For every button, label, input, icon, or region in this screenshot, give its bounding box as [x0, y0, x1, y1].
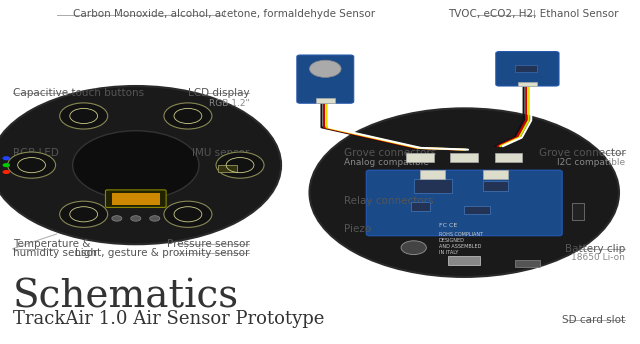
Circle shape [401, 241, 426, 255]
Circle shape [112, 216, 122, 221]
Text: 18650 Li-on: 18650 Li-on [572, 253, 625, 262]
Circle shape [150, 216, 160, 221]
Text: TVOC, eCO2, H2, Ethanol Sensor: TVOC, eCO2, H2, Ethanol Sensor [449, 9, 619, 19]
Text: Grove connector: Grove connector [539, 148, 625, 158]
Circle shape [60, 103, 108, 129]
Circle shape [164, 103, 212, 129]
FancyBboxPatch shape [572, 203, 584, 220]
Circle shape [3, 170, 10, 174]
Text: Analog compatible: Analog compatible [344, 158, 429, 167]
Text: IMU sensor: IMU sensor [192, 148, 250, 158]
FancyBboxPatch shape [495, 153, 522, 162]
Text: Pressure sensor: Pressure sensor [167, 239, 250, 249]
Circle shape [216, 152, 264, 178]
FancyBboxPatch shape [297, 55, 354, 103]
Text: humidity sensor: humidity sensor [13, 248, 97, 258]
Text: RGB 1.2": RGB 1.2" [209, 99, 250, 108]
FancyBboxPatch shape [483, 181, 508, 191]
FancyBboxPatch shape [420, 170, 445, 179]
Text: Battery clip: Battery clip [565, 244, 625, 255]
FancyBboxPatch shape [464, 206, 490, 214]
FancyBboxPatch shape [449, 256, 480, 265]
Circle shape [164, 201, 212, 227]
Circle shape [310, 108, 619, 277]
FancyBboxPatch shape [483, 170, 508, 179]
Circle shape [8, 152, 56, 178]
FancyBboxPatch shape [316, 98, 335, 103]
Text: Grove connectors: Grove connectors [344, 148, 436, 158]
FancyBboxPatch shape [410, 202, 429, 211]
Circle shape [0, 86, 281, 244]
Text: RGB LED: RGB LED [13, 148, 58, 158]
FancyBboxPatch shape [496, 52, 559, 86]
Text: FC CE: FC CE [439, 223, 457, 228]
Text: ROHS COMPLIANT
DESIGNED
AND ASSEMBLED
IN ITALY: ROHS COMPLIANT DESIGNED AND ASSEMBLED IN… [439, 232, 483, 255]
FancyBboxPatch shape [518, 82, 537, 86]
FancyBboxPatch shape [106, 190, 166, 207]
FancyBboxPatch shape [218, 165, 237, 172]
Text: Light, gesture & proximity sensor: Light, gesture & proximity sensor [75, 248, 250, 258]
Circle shape [3, 163, 10, 167]
Text: Piezo: Piezo [344, 224, 371, 234]
Text: Capacitive touch buttons: Capacitive touch buttons [13, 88, 144, 98]
FancyBboxPatch shape [515, 65, 537, 72]
FancyBboxPatch shape [515, 260, 540, 267]
FancyBboxPatch shape [112, 193, 160, 205]
FancyBboxPatch shape [413, 179, 452, 193]
Circle shape [131, 216, 141, 221]
Text: Schematics: Schematics [13, 279, 239, 316]
Circle shape [72, 131, 199, 200]
Circle shape [60, 201, 108, 227]
FancyBboxPatch shape [406, 153, 434, 162]
Text: LCD display: LCD display [188, 88, 250, 98]
Text: I2C compatible: I2C compatible [557, 158, 625, 167]
Circle shape [310, 60, 341, 77]
FancyBboxPatch shape [366, 170, 562, 236]
FancyBboxPatch shape [451, 153, 478, 162]
Text: SD card slot: SD card slot [562, 315, 625, 325]
Text: Temperature &: Temperature & [13, 239, 90, 249]
Text: TrackAir 1.0 Air Sensor Prototype: TrackAir 1.0 Air Sensor Prototype [13, 310, 324, 327]
Circle shape [3, 156, 10, 160]
Text: Carbon Monoxide, alcohol, acetone, formaldehyde Sensor: Carbon Monoxide, alcohol, acetone, forma… [73, 9, 375, 19]
Text: Relay connectors: Relay connectors [344, 196, 434, 206]
